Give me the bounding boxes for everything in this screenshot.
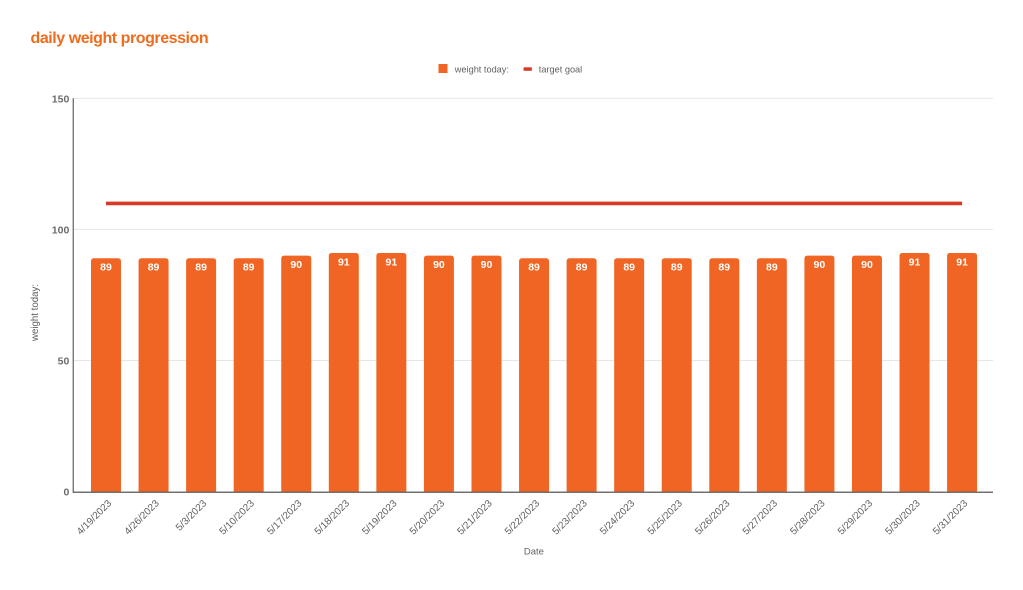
svg-text:weight today:: weight today: (30, 284, 41, 342)
svg-text:89: 89 (528, 262, 540, 274)
svg-text:89: 89 (195, 262, 207, 274)
svg-text:91: 91 (338, 257, 350, 269)
svg-text:daily weight progression: daily weight progression (31, 30, 209, 47)
svg-text:Date: Date (524, 547, 544, 558)
svg-text:91: 91 (386, 257, 398, 269)
svg-text:90: 90 (814, 259, 826, 271)
svg-text:89: 89 (576, 262, 588, 274)
svg-text:target goal: target goal (539, 64, 582, 74)
svg-text:89: 89 (671, 262, 683, 274)
svg-text:150: 150 (52, 93, 70, 105)
svg-text:90: 90 (433, 259, 445, 271)
svg-text:89: 89 (718, 262, 730, 274)
svg-text:89: 89 (766, 262, 778, 274)
svg-text:weight today:: weight today: (454, 64, 509, 74)
svg-text:50: 50 (58, 356, 70, 368)
svg-text:91: 91 (909, 257, 921, 269)
svg-text:89: 89 (243, 262, 255, 274)
svg-text:90: 90 (481, 259, 493, 271)
svg-text:91: 91 (956, 257, 968, 269)
svg-text:89: 89 (148, 262, 160, 274)
svg-text:89: 89 (100, 262, 112, 274)
svg-text:89: 89 (623, 262, 635, 274)
svg-text:0: 0 (63, 487, 69, 499)
svg-text:90: 90 (861, 259, 873, 271)
svg-text:100: 100 (52, 224, 70, 236)
svg-text:90: 90 (290, 259, 302, 271)
